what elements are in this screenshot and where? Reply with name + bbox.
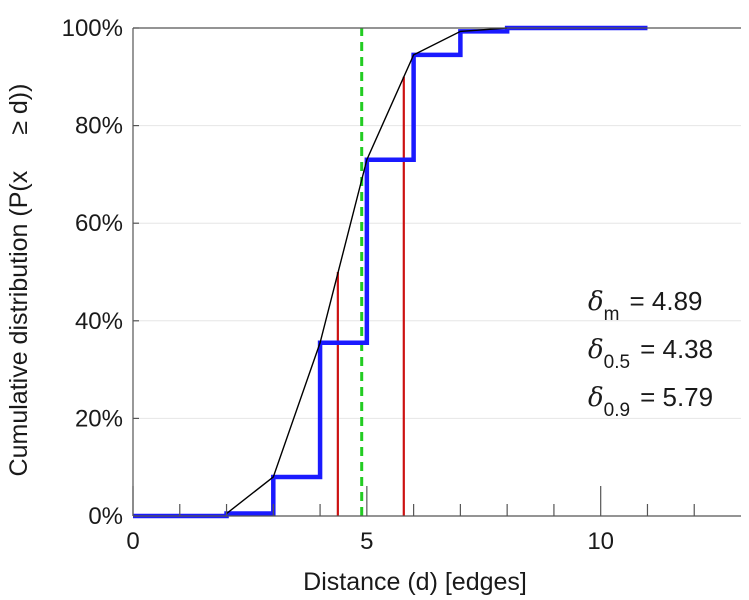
interpolated-series-line (226, 27, 508, 515)
x-axis-title: Distance (d) [edges] (303, 568, 527, 596)
y-axis-title-part2: ≥ d)) (5, 84, 33, 135)
y-tick-label: 60% (75, 210, 123, 237)
x-tick-label: 0 (126, 528, 139, 555)
stat-subscript: m (604, 304, 620, 325)
vline-layer (336, 28, 405, 516)
y-axis-title: Cumulative distribution (P(x ≥ d)) (5, 84, 33, 477)
series-layer (133, 25, 648, 519)
y-tick-label: 0% (88, 503, 123, 530)
stat-value: = 4.89 (629, 286, 702, 316)
stat-symbol: δ (588, 383, 604, 413)
y-tick-label: 100% (62, 15, 123, 42)
y-tick-label: 40% (75, 308, 123, 335)
y-tick-label: 80% (75, 113, 123, 140)
ticks-layer: 0% 20% 40% 60% 80% 100% 0 5 10 (62, 15, 695, 555)
y-tick-label: 20% (75, 405, 123, 432)
stat-value: = 4.38 (640, 334, 713, 364)
axes-layer (132, 27, 741, 517)
x-tick-label: 5 (360, 528, 373, 555)
stat-symbol: δ (588, 287, 604, 317)
stat-subscript: 0.9 (604, 400, 630, 421)
x-tick-label: 10 (587, 528, 614, 555)
stat-line: δ0.5 = 4.38 (588, 334, 713, 373)
stat-value: = 5.79 (640, 382, 713, 412)
y-axis-title-part1: Cumulative distribution (P(x (5, 170, 33, 476)
stat-symbol: δ (588, 335, 604, 365)
step-series-line (133, 25, 648, 519)
stat-subscript: 0.5 (604, 352, 630, 373)
stat-line: δm = 4.89 (588, 286, 703, 325)
stat-line: δ0.9 = 5.79 (588, 382, 713, 421)
